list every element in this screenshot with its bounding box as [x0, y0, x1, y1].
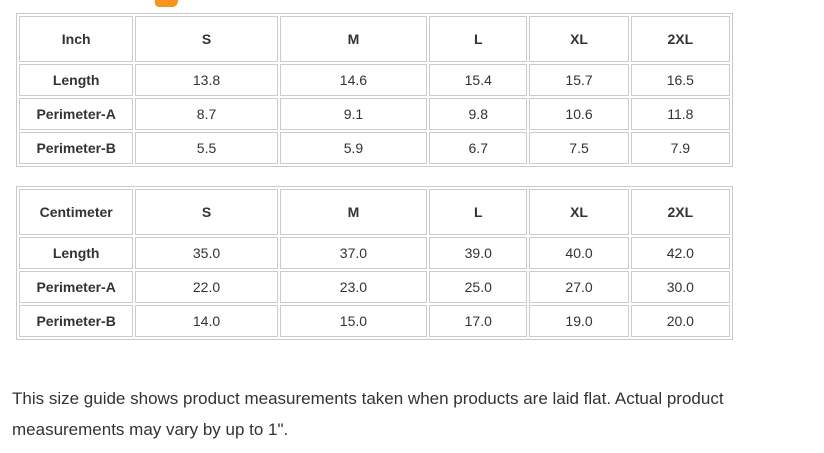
value-cell: 42.0 — [630, 237, 730, 269]
value-cell: 25.0 — [429, 271, 528, 303]
value-cell: 40.0 — [529, 237, 629, 269]
size-column-header-xl: XL — [529, 16, 629, 62]
row-label-cell: Perimeter-A — [19, 98, 134, 130]
header-row: Centimeter S M L XL 2XL — [19, 189, 730, 235]
row-label-cell: Perimeter-B — [19, 305, 134, 337]
unit-header-cell: Centimeter — [19, 189, 134, 235]
row-label-cell: Perimeter-A — [19, 271, 134, 303]
size-column-header-xl: XL — [529, 189, 629, 235]
inch-size-table: Inch S M L XL 2XL Length 13.8 14.6 15.4 … — [16, 13, 733, 167]
size-column-header-l: L — [429, 189, 528, 235]
unit-header-cell: Inch — [19, 16, 134, 62]
table-row-perimeter-a: Perimeter-A 22.0 23.0 25.0 27.0 30.0 — [19, 271, 730, 303]
value-cell: 37.0 — [279, 237, 428, 269]
table-row-perimeter-b: Perimeter-B 14.0 15.0 17.0 19.0 20.0 — [19, 305, 730, 337]
size-column-header-m: M — [279, 189, 428, 235]
table-row-perimeter-a: Perimeter-A 8.7 9.1 9.8 10.6 11.8 — [19, 98, 730, 130]
value-cell: 13.8 — [135, 64, 278, 96]
value-cell: 17.0 — [429, 305, 528, 337]
value-cell: 14.6 — [279, 64, 428, 96]
value-cell: 9.8 — [429, 98, 528, 130]
table-row-perimeter-b: Perimeter-B 5.5 5.9 6.7 7.5 7.9 — [19, 132, 730, 164]
size-column-header-s: S — [135, 16, 278, 62]
table-row-length: Length 13.8 14.6 15.4 15.7 16.5 — [19, 64, 730, 96]
value-cell: 35.0 — [135, 237, 278, 269]
value-cell: 22.0 — [135, 271, 278, 303]
value-cell: 16.5 — [630, 64, 730, 96]
value-cell: 27.0 — [529, 271, 629, 303]
value-cell: 7.9 — [630, 132, 730, 164]
value-cell: 5.9 — [279, 132, 428, 164]
value-cell: 15.4 — [429, 64, 528, 96]
value-cell: 6.7 — [429, 132, 528, 164]
value-cell: 10.6 — [529, 98, 629, 130]
value-cell: 39.0 — [429, 237, 528, 269]
size-column-header-s: S — [135, 189, 278, 235]
value-cell: 19.0 — [529, 305, 629, 337]
row-label-cell: Length — [19, 64, 134, 96]
value-cell: 8.7 — [135, 98, 278, 130]
size-column-header-2xl: 2XL — [630, 189, 730, 235]
value-cell: 9.1 — [279, 98, 428, 130]
value-cell: 7.5 — [529, 132, 629, 164]
row-label-cell: Perimeter-B — [19, 132, 134, 164]
size-column-header-2xl: 2XL — [630, 16, 730, 62]
header-row: Inch S M L XL 2XL — [19, 16, 730, 62]
size-column-header-l: L — [429, 16, 528, 62]
size-guide-note: This size guide shows product measuremen… — [12, 389, 724, 439]
value-cell: 5.5 — [135, 132, 278, 164]
value-cell: 11.8 — [630, 98, 730, 130]
table-row-length: Length 35.0 37.0 39.0 40.0 42.0 — [19, 237, 730, 269]
value-cell: 15.0 — [279, 305, 428, 337]
value-cell: 15.7 — [529, 64, 629, 96]
row-label-cell: Length — [19, 237, 134, 269]
clipped-heading-fragment — [155, 0, 178, 7]
value-cell: 20.0 — [630, 305, 730, 337]
value-cell: 23.0 — [279, 271, 428, 303]
size-column-header-m: M — [279, 16, 428, 62]
centimeter-size-table: Centimeter S M L XL 2XL Length 35.0 37.0… — [16, 186, 733, 340]
value-cell: 14.0 — [135, 305, 278, 337]
value-cell: 30.0 — [630, 271, 730, 303]
